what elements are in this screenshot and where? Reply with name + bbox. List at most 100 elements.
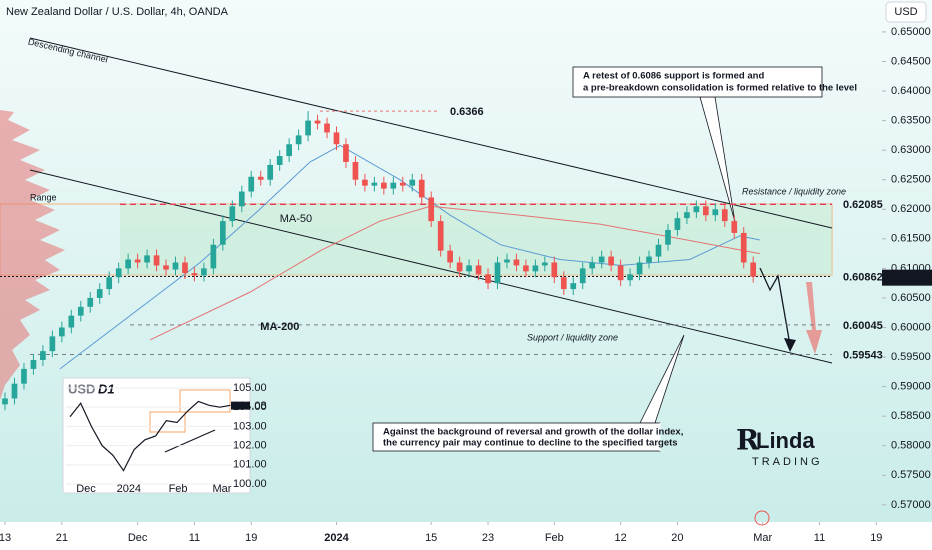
candle-body (238, 191, 245, 207)
candle-body (674, 218, 681, 230)
projection-path (759, 267, 791, 346)
inset-y-label: 101.00 (233, 459, 267, 471)
y-tick-label: 0.58500 (891, 410, 931, 422)
last-price-tag (882, 269, 932, 286)
x-tick-label: Mar (753, 532, 772, 544)
ma-label: MA-200 (260, 321, 299, 333)
candle-body (636, 262, 643, 275)
candle-body (30, 360, 37, 369)
candle-body (295, 135, 302, 145)
y-tick-label: 0.62000 (891, 203, 931, 215)
candle-body (513, 259, 520, 266)
candle-body (418, 179, 425, 198)
candle-body (731, 221, 738, 233)
candle-body (324, 123, 330, 133)
candle-body (305, 120, 311, 136)
candle-body (627, 274, 633, 281)
x-tick-label: 20 (671, 532, 683, 544)
candle-body (87, 297, 94, 307)
candle-body (59, 327, 65, 337)
candle-body (343, 144, 349, 162)
x-tick-label: Dec (128, 532, 148, 544)
candle-body (257, 176, 264, 180)
candle-body (523, 265, 529, 272)
level-label: 0.59543 (843, 349, 883, 361)
moving-average (59, 144, 760, 370)
target-arrow (806, 282, 822, 354)
candle-body (750, 262, 757, 277)
logo-sub: TRADING (752, 456, 823, 468)
x-tick-label: 19 (870, 532, 882, 544)
logo: R Linda TRADING (736, 424, 823, 468)
currency-label[interactable]: USD (894, 6, 917, 18)
candle-body (220, 221, 226, 245)
inset-x-label: 2024 (117, 483, 141, 495)
y-tick-label: 0.57000 (891, 499, 931, 511)
candle-body (693, 206, 700, 213)
y-tick-label: 0.63000 (891, 144, 931, 156)
candle-body (68, 315, 75, 328)
currency-button[interactable] (885, 1, 927, 23)
callout-text: the currency pair may continue to declin… (383, 438, 678, 449)
y-tick-label: 0.64000 (891, 85, 931, 97)
inset-title: USD (68, 381, 95, 396)
candle-body (371, 182, 378, 186)
support-label: Support / liquidity zone (527, 332, 618, 342)
level-label: 0.60862 (843, 271, 883, 283)
inset-x-label: Feb (169, 483, 188, 495)
y-tick-label: 0.63500 (891, 115, 931, 127)
callout-box (572, 66, 823, 98)
candle-body (579, 268, 586, 284)
y-tick-label: 0.65000 (891, 26, 931, 38)
y-tick-label: 0.60500 (891, 292, 931, 304)
inset-y-label: 102.00 (233, 440, 267, 452)
candle-body (542, 262, 548, 266)
logo-name: Linda (756, 428, 815, 453)
level-label: 0.60045 (843, 320, 883, 332)
candle-body (494, 262, 501, 284)
inset-range-box (179, 389, 231, 413)
inset-y-label: 103.00 (233, 420, 267, 432)
candle-body (551, 262, 558, 278)
x-tick-label: 12 (614, 532, 626, 544)
inset-subtitle: D1 (98, 381, 115, 396)
candle-body (598, 256, 605, 263)
callout-box (372, 422, 661, 452)
candle-body (144, 255, 150, 263)
chart-title: New Zealand Dollar / U.S. Dollar, 4h, OA… (6, 6, 229, 18)
candle-body (617, 265, 624, 281)
inset-x-label: Dec (76, 483, 96, 495)
candle-body (276, 156, 283, 165)
event-icon[interactable] (754, 510, 770, 526)
x-tick-label: 11 (814, 532, 825, 544)
level-label: 0.6366 (450, 106, 484, 118)
candle-body (163, 265, 169, 270)
candle-body (646, 256, 652, 263)
x-tick-label: 13 (0, 532, 11, 544)
channel-upper (29, 37, 833, 229)
candle-body (21, 368, 27, 384)
inset-y-label: 100.00 (233, 478, 267, 490)
candle-body (665, 229, 671, 245)
candle-body (589, 262, 596, 269)
candle-body (286, 144, 292, 157)
candle-body (49, 336, 56, 352)
candle-body (182, 262, 188, 274)
time-axis-bg (0, 522, 932, 550)
candle-body (447, 250, 453, 263)
inset-range-box (149, 411, 186, 433)
candle-body (560, 277, 567, 290)
candle-body (267, 164, 274, 180)
x-tick-label: 15 (425, 532, 437, 544)
y-tick-label: 0.60000 (891, 321, 931, 333)
candle-body (409, 179, 416, 186)
candle-body (608, 256, 614, 266)
x-tick-label: 23 (482, 532, 494, 544)
candle-body (655, 244, 662, 257)
candle-body (153, 255, 160, 266)
candle-body (125, 259, 131, 269)
candle-body (485, 274, 491, 284)
y-tick-label: 0.57500 (891, 469, 931, 481)
resistance-label: Resistance / liquidity zone (742, 186, 846, 196)
y-tick-label: 0.61500 (891, 233, 931, 245)
